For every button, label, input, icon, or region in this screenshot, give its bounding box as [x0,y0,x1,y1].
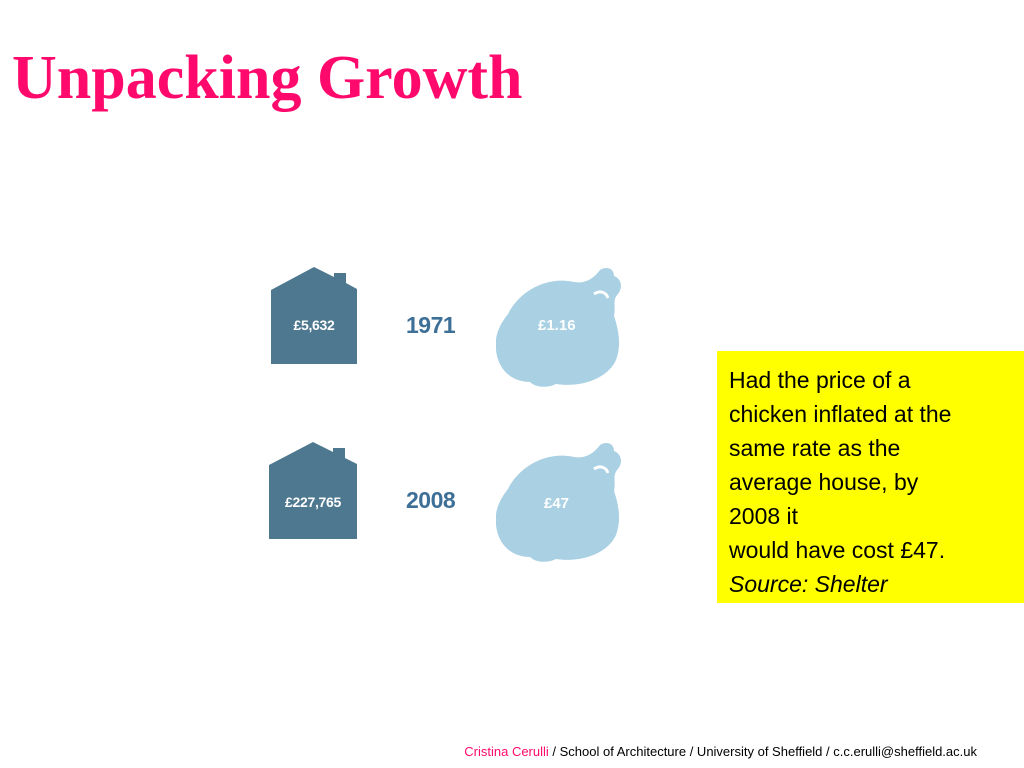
house-price-1971: £5,632 [293,317,335,333]
chicken-price-note: Had the price of a chicken inflated at t… [717,351,1024,603]
note-line: same rate as the [729,435,901,461]
note-line: average house, by [729,469,919,495]
chicken-icon-2008: £47 [496,441,626,563]
year-label-1971: 1971 [406,312,456,338]
slide-footer: Cristina Cerulli / School of Architectur… [464,744,977,759]
note-line: 2008 it [729,503,799,529]
note-line: chicken inflated at the [729,401,952,427]
house-icon-2008: £227,765 [269,442,357,539]
chicken-price-2008: £47 [544,495,570,512]
year-label-2008: 2008 [406,487,456,513]
house-price-2008: £227,765 [285,494,341,510]
note-line: would have cost £47. [729,537,946,563]
footer-author: Cristina Cerulli [464,744,549,759]
house-icon-1971: £5,632 [271,267,357,364]
note-line: Had the price of a [729,367,911,393]
chicken-price-1971: £1.16 [538,317,576,334]
note-source: Source: Shelter [729,571,888,597]
slide-title: Unpacking Growth [12,44,523,112]
footer-affiliation: / School of Architecture / University of… [548,744,977,759]
chicken-icon-1971: £1.16 [496,266,626,388]
